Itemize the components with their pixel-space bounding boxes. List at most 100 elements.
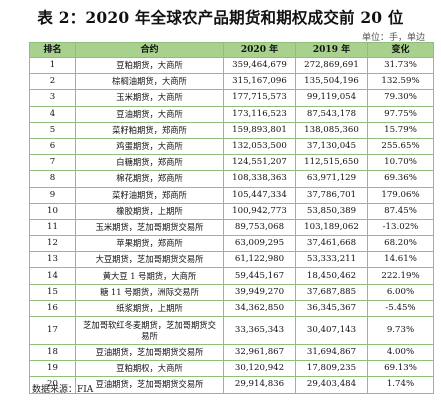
cell-vol-2019: 112,515,650 [295,154,368,172]
cell-vol-2019: 53,333,211 [295,251,368,269]
cell-vol-2020: 89,753,068 [223,218,296,237]
cell-contract: 玉米期货，大商所 [75,89,224,107]
table-row: 14 黄大豆 1 号期货，大商所 59,445,167 18,450,462 222.1… [29,267,434,285]
cell-rank: 3 [29,89,76,107]
cell-rank: 16 [29,299,76,318]
table-title: 表 2：2020 年全球农产品期货和期权成交前 20 位 [37,8,404,27]
cell-contract: 纸浆期货，上期所 [75,299,224,318]
table-row: 1 豆粕期货，大商所 359,464,679 272,869,691 31.73% [29,56,434,75]
cell-rank: 4 [29,105,76,123]
cell-vol-2020: 34,362,850 [223,299,296,318]
cell-vol-2020: 105,447,334 [223,186,296,204]
cell-rank: 12 [29,235,76,253]
cell-vol-2020: 63,009,295 [223,235,296,253]
cell-vol-2020: 32,961,867 [223,343,296,362]
unit-note: 单位：手，单边 [361,33,425,43]
cell-contract: 豆粕期权，大商所 [75,360,224,378]
cell-vol-2020: 173,116,523 [223,105,296,123]
cell-change: -13.02% [367,218,434,237]
cell-contract: 玉米期货，芝加哥期货交易所 [75,218,224,237]
cell-vol-2019: 37,130,045 [295,137,368,156]
table-row: 6 鸡蛋期货，大商所 132,053,500 37,130,045 255.65% [29,137,434,156]
cell-vol-2020: 132,053,500 [223,137,296,156]
cell-vol-2019: 138,085,360 [295,121,368,139]
cell-vol-2019: 17,809,235 [295,360,368,378]
table-row: 19 豆粕期权，大商所 30,120,942 17,809,235 69.13% [29,360,434,378]
table-row: 15 糖 11 号期货，洲际交易所 39,949,270 37,687,885 6.00… [29,283,434,301]
cell-vol-2019: 31,694,867 [295,343,368,362]
cell-contract: 糖 11 号期货，洲际交易所 [75,283,224,301]
table-row: 20 豆油期货，芝加哥期货交易所 29,914,836 29,403,484 1.74% [29,376,434,394]
data-source: 数据来源：FIA [32,385,94,395]
cell-contract: 苹果期货，郑商所 [75,235,224,253]
table-row: 17 芝加哥软红冬麦期货，芝加哥期货交易所 33,365,343 30,407,143… [29,316,434,345]
header-2020: 2020 年 [223,42,296,58]
table-row: 11 玉米期货，芝加哥期货交易所 89,753,068 103,189,062 -13.… [29,218,434,237]
cell-vol-2019: 36,345,367 [295,299,368,318]
cell-rank: 6 [29,137,76,156]
table-header-row: 排名 合约 2020 年 2019 年 变化 [29,42,434,58]
cell-rank: 19 [29,360,76,378]
cell-rank: 14 [29,267,76,285]
cell-change: 87.45% [367,202,434,220]
cell-change: 1.74% [367,376,434,394]
cell-contract: 橡胶期货，上期所 [75,202,224,220]
table-row: 9 菜籽油期货，郑商所 105,447,334 37,786,701 179.06% [29,186,434,204]
cell-change: 79.30% [367,89,434,107]
cell-contract: 鸡蛋期货，大商所 [75,137,224,156]
ranking-table: 排名 合约 2020 年 2019 年 变化 1 豆粕期货，大商所 359,464,… [29,42,434,394]
cell-contract: 豆油期货，芝加哥期货交易所 [75,376,224,394]
table-row: 13 大豆期货，芝加哥期货交易所 61,122,980 53,333,211 14.61… [29,251,434,269]
cell-vol-2019: 29,403,484 [295,376,368,394]
cell-vol-2019: 53,850,389 [295,202,368,220]
table-row: 2 棕榈油期货，大商所 315,167,096 135,504,196 132.59% [29,73,434,91]
cell-rank: 5 [29,121,76,139]
cell-change: 69.36% [367,170,434,188]
header-contract: 合约 [75,42,224,58]
cell-vol-2020: 159,893,801 [223,121,296,139]
cell-vol-2020: 100,942,773 [223,202,296,220]
cell-change: 15.79% [367,121,434,139]
table-row: 10 橡胶期货，上期所 100,942,773 53,850,389 87.45% [29,202,434,220]
cell-rank: 17 [29,316,76,345]
cell-rank: 10 [29,202,76,220]
cell-vol-2019: 135,504,196 [295,73,368,91]
cell-contract: 豆油期货，大商所 [75,105,224,123]
cell-vol-2020: 359,464,679 [223,56,296,75]
cell-vol-2020: 124,551,207 [223,154,296,172]
cell-change: 179.06% [367,186,434,204]
cell-rank: 13 [29,251,76,269]
table-row: 7 白糖期货，郑商所 124,551,207 112,515,650 10.70% [29,154,434,172]
cell-change: 9.73% [367,316,434,345]
cell-vol-2019: 87,543,178 [295,105,368,123]
cell-contract: 芝加哥软红冬麦期货，芝加哥期货交易所 [75,316,224,345]
cell-change: 10.70% [367,154,434,172]
cell-change: 97.75% [367,105,434,123]
cell-vol-2020: 30,120,942 [223,360,296,378]
cell-change: 69.13% [367,360,434,378]
cell-change: 222.19% [367,267,434,285]
cell-vol-2020: 315,167,096 [223,73,296,91]
cell-contract: 白糖期货，郑商所 [75,154,224,172]
cell-change: -5.45% [367,299,434,318]
cell-vol-2020: 39,949,270 [223,283,296,301]
cell-rank: 8 [29,170,76,188]
cell-vol-2019: 37,687,885 [295,283,368,301]
cell-rank: 2 [29,73,76,91]
table-row: 16 纸浆期货，上期所 34,362,850 36,345,367 -5.45% [29,299,434,318]
cell-vol-2019: 99,119,054 [295,89,368,107]
cell-vol-2020: 33,365,343 [223,316,296,345]
cell-rank: 18 [29,343,76,362]
header-2019: 2019 年 [295,42,368,58]
table-row: 12 苹果期货，郑商所 63,009,295 37,461,668 68.20% [29,235,434,253]
cell-change: 14.61% [367,251,434,269]
cell-rank: 9 [29,186,76,204]
cell-vol-2019: 18,450,462 [295,267,368,285]
cell-vol-2019: 37,461,668 [295,235,368,253]
cell-rank: 7 [29,154,76,172]
cell-vol-2020: 61,122,980 [223,251,296,269]
cell-change: 4.00% [367,343,434,362]
table-row: 18 豆油期货，芝加哥期货交易所 32,961,867 31,694,867 4.00% [29,343,434,362]
cell-contract: 豆粕期货，大商所 [75,56,224,75]
cell-vol-2020: 59,445,167 [223,267,296,285]
